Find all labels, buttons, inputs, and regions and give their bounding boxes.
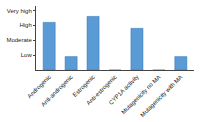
svg-text:Androgenic: Androgenic (26, 74, 52, 100)
svg-text:Low: Low (21, 52, 33, 58)
svg-text:Mutagenicity no MA: Mutagenicity no MA (120, 74, 162, 116)
svg-text:Mutagenicity with MA: Mutagenicity with MA (139, 74, 183, 118)
svg-text:Estrogenic: Estrogenic (72, 74, 96, 98)
svg-text:Very high: Very high (7, 8, 32, 14)
svg-text:Moderate: Moderate (6, 37, 32, 43)
svg-text:Anti-androgenic: Anti-androgenic (40, 74, 74, 108)
svg-text:CYP1A activity: CYP1A activity (108, 74, 140, 106)
svg-text:Anti-estrogenic: Anti-estrogenic (85, 74, 118, 107)
svg-text:High: High (19, 22, 31, 28)
